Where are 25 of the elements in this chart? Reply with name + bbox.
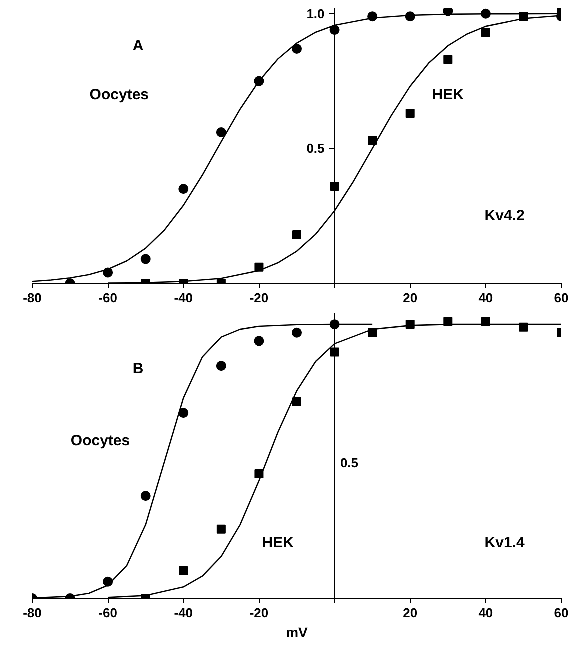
x-tick-label: -80: [23, 606, 42, 620]
x-tick-label: -60: [98, 606, 118, 620]
x-tick-label: -40: [174, 606, 194, 620]
annotation: Kv1.4: [484, 534, 526, 552]
x-axis-title: mV: [286, 624, 309, 640]
x-tick-label: 20: [403, 290, 418, 306]
annotation: Kv4.2: [484, 208, 525, 225]
x-tick-label: 60: [554, 290, 569, 306]
annotation: HEK: [432, 86, 464, 104]
x-tick-label: -20: [250, 606, 269, 620]
x-tick-label: 20: [403, 606, 418, 620]
annotation: 0.5: [340, 455, 359, 470]
x-tick-label: 60: [554, 606, 569, 620]
annotation: HEK: [262, 534, 294, 552]
x-tick-label: 40: [478, 290, 494, 306]
y-tick-label: 1.0: [306, 6, 325, 22]
annotation: Oocytes: [90, 86, 150, 104]
x-tick-label: -40: [174, 290, 194, 306]
x-tick-label: 40: [478, 606, 494, 620]
x-tick-label: -80: [23, 290, 42, 306]
annotation: A: [132, 38, 144, 55]
annotation: Oocytes: [70, 432, 130, 450]
x-tick-label: -60: [98, 290, 118, 306]
annotation: B: [132, 360, 144, 378]
x-tick-label: -20: [250, 290, 269, 306]
